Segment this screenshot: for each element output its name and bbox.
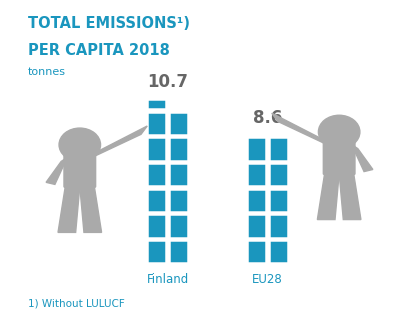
Circle shape: [318, 115, 360, 149]
Polygon shape: [272, 113, 327, 144]
Bar: [247, 137, 266, 160]
Bar: [269, 137, 288, 160]
Bar: [269, 240, 288, 263]
Polygon shape: [92, 126, 147, 157]
Bar: [147, 137, 166, 160]
Bar: [269, 189, 288, 212]
Polygon shape: [317, 174, 339, 220]
Bar: [247, 240, 266, 263]
Bar: [269, 214, 288, 238]
Bar: [169, 112, 188, 135]
FancyBboxPatch shape: [63, 150, 96, 188]
Polygon shape: [339, 174, 361, 220]
Bar: [247, 163, 266, 186]
Text: tonnes: tonnes: [28, 67, 66, 77]
Text: 8.6: 8.6: [253, 109, 282, 127]
Bar: [169, 214, 188, 238]
Polygon shape: [80, 187, 102, 232]
Bar: [269, 163, 288, 186]
Polygon shape: [352, 144, 373, 171]
Bar: [147, 189, 166, 212]
Text: 1) Without LULUCF: 1) Without LULUCF: [28, 298, 124, 308]
Text: 10.7: 10.7: [147, 74, 188, 91]
Text: Finland: Finland: [146, 273, 189, 286]
FancyBboxPatch shape: [323, 137, 356, 175]
Bar: [147, 240, 166, 263]
Bar: [147, 214, 166, 238]
Bar: [247, 189, 266, 212]
Text: PER CAPITA 2018: PER CAPITA 2018: [28, 43, 170, 58]
Bar: [169, 137, 188, 160]
Bar: [169, 189, 188, 212]
Bar: [169, 240, 188, 263]
Circle shape: [59, 128, 101, 161]
Polygon shape: [46, 157, 67, 184]
Bar: [147, 112, 166, 135]
Bar: [147, 100, 166, 109]
Bar: [169, 163, 188, 186]
Bar: [147, 163, 166, 186]
Text: EU28: EU28: [252, 273, 283, 286]
Bar: [247, 214, 266, 238]
Text: TOTAL EMISSIONS¹): TOTAL EMISSIONS¹): [28, 16, 190, 31]
Polygon shape: [58, 187, 80, 232]
